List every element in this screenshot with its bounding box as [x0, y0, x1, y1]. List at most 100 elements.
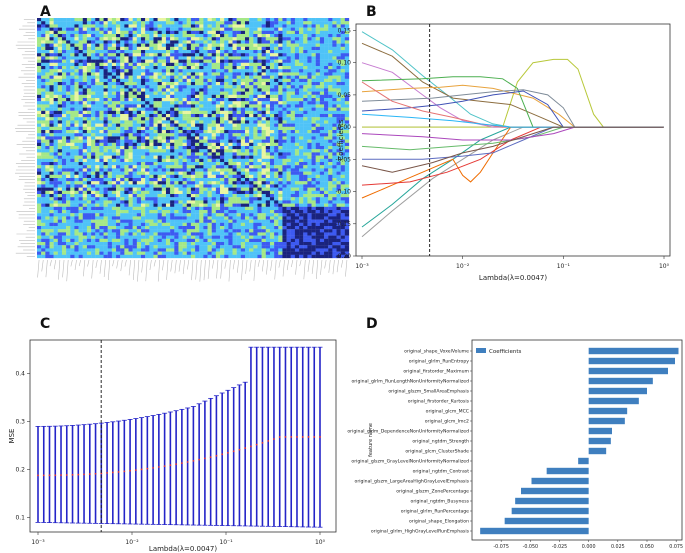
- heatmap-cell: [261, 40, 266, 44]
- heatmap-cell: [307, 56, 312, 60]
- heatmap-cell: [86, 149, 92, 153]
- heatmap-cell: [145, 126, 150, 131]
- heatmap-cell: [141, 187, 146, 191]
- heatmap-cell: [199, 30, 204, 35]
- heatmap-cell: [224, 24, 229, 28]
- heatmap-cell: [174, 162, 179, 166]
- heatmap-cell: [236, 40, 241, 44]
- heatmap-cell: [324, 72, 329, 76]
- heatmap-cell: [57, 37, 63, 41]
- heatmap-cell: [240, 174, 246, 179]
- heatmap-cell: [294, 197, 300, 201]
- heatmap-cell: [66, 126, 71, 131]
- heatmap-cell: [344, 162, 350, 166]
- heatmap-cell: [145, 82, 150, 86]
- heatmap-cell: [128, 219, 133, 223]
- heatmap-cell: [107, 98, 113, 102]
- heatmap-cell: [165, 53, 171, 57]
- heatmap-cell: [203, 216, 208, 220]
- heatmap-cell: [203, 78, 208, 83]
- heatmap-cell: [190, 219, 196, 223]
- heatmap-cell: [294, 152, 300, 156]
- heatmap-cell: [257, 27, 262, 31]
- heatmap-cell: [253, 24, 258, 28]
- heatmap-cell: [37, 219, 42, 223]
- heatmap-cell: [240, 181, 246, 185]
- heatmap-cell: [57, 210, 63, 214]
- heatmap-cell: [82, 75, 88, 79]
- heatmap-cell: [215, 104, 221, 108]
- heatmap-cell: [215, 62, 221, 67]
- heatmap-cell: [82, 206, 88, 211]
- heatmap-cell: [195, 120, 200, 124]
- heatmap-cell: [145, 203, 150, 207]
- heatmap-cell: [141, 219, 146, 223]
- heatmap-cell: [141, 168, 146, 172]
- heatmap-cell: [111, 206, 117, 211]
- heatmap-cell: [278, 110, 283, 115]
- heatmap-cell: [170, 62, 175, 67]
- heatmap-cell: [149, 98, 154, 102]
- heatmap-cell: [124, 94, 129, 99]
- heatmap-cell: [282, 194, 287, 198]
- heatmap-cell: [61, 190, 67, 195]
- heatmap-cell: [249, 184, 254, 188]
- heatmap-cell: [228, 82, 233, 86]
- heatmap-cell: [274, 226, 279, 230]
- heatmap-cell: [249, 21, 254, 25]
- heatmap-cell: [315, 123, 321, 127]
- heatmap-cell: [111, 21, 117, 25]
- heatmap-cell: [99, 66, 104, 70]
- heatmap-cell: [57, 98, 63, 102]
- heatmap-cell: [182, 110, 187, 115]
- heatmap-cell: [203, 53, 208, 57]
- heatmap-cell: [311, 34, 316, 38]
- heatmap-cell: [53, 98, 58, 102]
- heatmap-cell: [186, 94, 192, 99]
- heatmap-cell: [61, 194, 67, 198]
- heatmap-cell: [240, 139, 246, 143]
- heatmap-cell: [319, 117, 325, 121]
- heatmap-cell: [153, 94, 158, 99]
- heatmap-cell: [153, 91, 158, 95]
- heatmap-cell: [57, 136, 63, 140]
- heatmap-cell: [132, 78, 137, 83]
- heatmap-cell: [53, 229, 58, 233]
- heatmap-cell: [74, 101, 79, 105]
- heatmap-cell: [265, 43, 271, 47]
- heatmap-cell: [328, 158, 333, 163]
- heatmap-cell: [157, 56, 162, 60]
- heatmap-cell: [211, 18, 217, 22]
- heatmap-cell: [120, 178, 125, 182]
- heatmap-cell: [103, 152, 108, 156]
- heatmap-cell: [120, 117, 125, 121]
- heatmap-cell: [211, 69, 217, 73]
- heatmap-cell: [340, 46, 345, 51]
- heatmap-cell: [145, 149, 150, 153]
- heatmap-cell: [49, 216, 54, 220]
- heatmap-cell: [220, 181, 225, 185]
- heatmap-cell: [124, 146, 129, 150]
- heatmap-cell: [157, 104, 162, 108]
- heatmap-cell: [91, 62, 96, 67]
- heatmap-cell: [37, 21, 42, 25]
- heatmap-cell: [174, 165, 179, 169]
- heatmap-cell: [45, 24, 50, 28]
- heatmap-cell: [245, 197, 250, 201]
- heatmap-cell: [49, 174, 54, 179]
- heatmap-cell: [224, 66, 229, 70]
- heatmap-cell: [107, 213, 113, 217]
- heatmap-cell: [211, 136, 217, 140]
- heatmap-cell: [53, 184, 58, 188]
- heatmap-cell: [107, 200, 113, 204]
- heatmap-cell: [66, 53, 71, 57]
- heatmap-cell: [303, 126, 308, 131]
- heatmap-cell: [74, 216, 79, 220]
- heatmap-cell: [107, 24, 113, 28]
- heatmap-cell: [315, 158, 321, 163]
- heatmap-cell: [207, 30, 212, 35]
- heatmap-cell: [45, 46, 50, 51]
- heatmap-cell: [136, 27, 142, 31]
- heatmap-cell: [74, 88, 79, 92]
- heatmap-cell: [91, 50, 96, 54]
